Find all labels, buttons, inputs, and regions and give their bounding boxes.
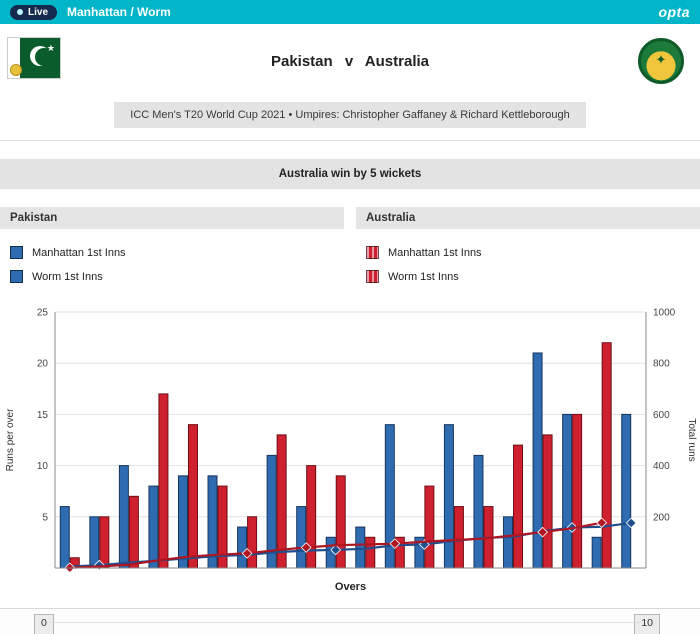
- live-dot-icon: [17, 9, 23, 15]
- star-icon: ★: [46, 43, 55, 53]
- manhattan-bar[interactable]: [572, 413, 583, 569]
- manhattan-bar[interactable]: [513, 444, 524, 569]
- wicket-marker-icon: [300, 542, 312, 553]
- manhattan-bar[interactable]: [118, 465, 129, 569]
- legend-panel-australia: Australia Manhattan 1st Inns Worm 1st In…: [356, 207, 700, 296]
- manhattan-bar[interactable]: [621, 413, 632, 569]
- wicket-marker-icon: [596, 517, 608, 529]
- svg-text:25: 25: [37, 308, 49, 319]
- chart-canvas[interactable]: 5 200 10 400 15 600 20 800 25 1000 Runs per over To…: [0, 300, 700, 608]
- page-title: Manhattan / Worm: [67, 5, 171, 19]
- manhattan-bar[interactable]: [355, 526, 366, 569]
- manhattan-bar[interactable]: [128, 495, 139, 569]
- manhattan-bar[interactable]: [601, 342, 612, 569]
- pakistan-flag: ★: [8, 38, 60, 78]
- svg-text:20: 20: [37, 359, 49, 370]
- live-badge: Live: [10, 4, 58, 20]
- manhattan-bar[interactable]: [59, 506, 70, 569]
- manhattan-bar[interactable]: [99, 516, 110, 569]
- legend-item-label: Manhattan 1st Inns: [32, 246, 126, 259]
- legend-item-label: Manhattan 1st Inns: [388, 246, 482, 259]
- legend-item-label: Worm 1st Inns: [388, 270, 459, 283]
- top-bar: Live Manhattan / Worm opta: [0, 0, 700, 24]
- manhattan-worm-chart[interactable]: 5 200 10 400 15 600 20 800 25 1000 Runs per over To…: [0, 300, 700, 608]
- flag-badge: [10, 64, 22, 76]
- worm-line: [69, 521, 602, 569]
- wicket-marker-icon: [537, 526, 548, 538]
- australia-manhattan-swatch: [366, 246, 379, 259]
- manhattan-bar[interactable]: [237, 526, 248, 569]
- tournament-umpires-info: ICC Men's T20 World Cup 2021 • Umpires: …: [114, 102, 586, 128]
- wicket-marker-icon: [241, 548, 253, 559]
- manhattan-bar[interactable]: [562, 413, 573, 569]
- svg-text:5: 5: [42, 512, 48, 523]
- legend-item-pakistan-worm[interactable]: Worm 1st Inns: [10, 270, 334, 283]
- manhattan-bar[interactable]: [89, 516, 100, 569]
- legend-item-label: Worm 1st Inns: [32, 270, 103, 283]
- manhattan-bar[interactable]: [532, 352, 543, 569]
- australia-crest: ✦: [638, 38, 684, 84]
- manhattan-bar[interactable]: [177, 475, 188, 569]
- svg-text:Overs: Overs: [335, 581, 366, 593]
- manhattan-bar[interactable]: [365, 536, 376, 569]
- manhattan-bar[interactable]: [591, 536, 602, 569]
- legend-row: Pakistan Manhattan 1st Inns Worm 1st Inn…: [0, 207, 700, 296]
- legend-header-australia: Australia: [356, 207, 700, 229]
- manhattan-bar[interactable]: [148, 485, 159, 569]
- manhattan-bar[interactable]: [247, 516, 258, 569]
- manhattan-bar[interactable]: [503, 516, 514, 569]
- manhattan-bar[interactable]: [158, 393, 169, 569]
- svg-text:Runs per over: Runs per over: [5, 408, 16, 471]
- manhattan-bar[interactable]: [473, 454, 484, 569]
- australia-worm-swatch: [366, 270, 379, 283]
- range-handle-min[interactable]: 0: [34, 613, 54, 634]
- manhattan-bar[interactable]: [306, 465, 317, 569]
- match-header: ★ Pakistan v Australia ✦: [0, 24, 700, 98]
- svg-text:10: 10: [37, 461, 49, 472]
- legend-item-australia-manhattan[interactable]: Manhattan 1st Inns: [366, 246, 690, 259]
- svg-text:600: 600: [653, 410, 670, 421]
- legend-panel-pakistan: Pakistan Manhattan 1st Inns Worm 1st Inn…: [0, 207, 344, 296]
- svg-text:400: 400: [653, 461, 670, 472]
- match-info-row: ICC Men's T20 World Cup 2021 • Umpires: …: [0, 98, 700, 141]
- manhattan-bar[interactable]: [542, 434, 553, 569]
- pakistan-manhattan-swatch: [10, 246, 23, 259]
- wicket-marker-icon: [389, 538, 401, 550]
- svg-text:15: 15: [37, 410, 49, 421]
- legend-item-pakistan-manhattan[interactable]: Manhattan 1st Inns: [10, 246, 334, 259]
- manhattan-bar[interactable]: [187, 424, 198, 569]
- svg-text:Total runs: Total runs: [686, 418, 697, 461]
- opta-logo: opta: [658, 4, 690, 20]
- wicket-marker-icon: [625, 517, 637, 529]
- legend-item-australia-worm[interactable]: Worm 1st Inns: [366, 270, 690, 283]
- legend-header-pakistan: Pakistan: [0, 207, 344, 229]
- range-handle-max[interactable]: 10: [634, 613, 660, 634]
- manhattan-bar[interactable]: [296, 506, 307, 569]
- crest-star-icon: ✦: [655, 52, 667, 68]
- range-track: [50, 622, 640, 623]
- svg-text:200: 200: [653, 512, 670, 523]
- over-range-selector: 0 10: [0, 608, 700, 634]
- manhattan-bar[interactable]: [276, 434, 287, 569]
- wicket-marker-icon: [330, 544, 342, 556]
- svg-text:1000: 1000: [653, 308, 676, 319]
- match-result-banner: Australia win by 5 wickets: [0, 159, 700, 189]
- live-label: Live: [28, 6, 49, 18]
- manhattan-bar[interactable]: [443, 424, 454, 569]
- manhattan-bar[interactable]: [453, 506, 464, 569]
- match-title: Pakistan v Australia: [270, 52, 429, 70]
- svg-text:800: 800: [653, 359, 670, 370]
- manhattan-bar[interactable]: [424, 485, 435, 569]
- pakistan-worm-swatch: [10, 270, 23, 283]
- manhattan-bar[interactable]: [335, 475, 346, 569]
